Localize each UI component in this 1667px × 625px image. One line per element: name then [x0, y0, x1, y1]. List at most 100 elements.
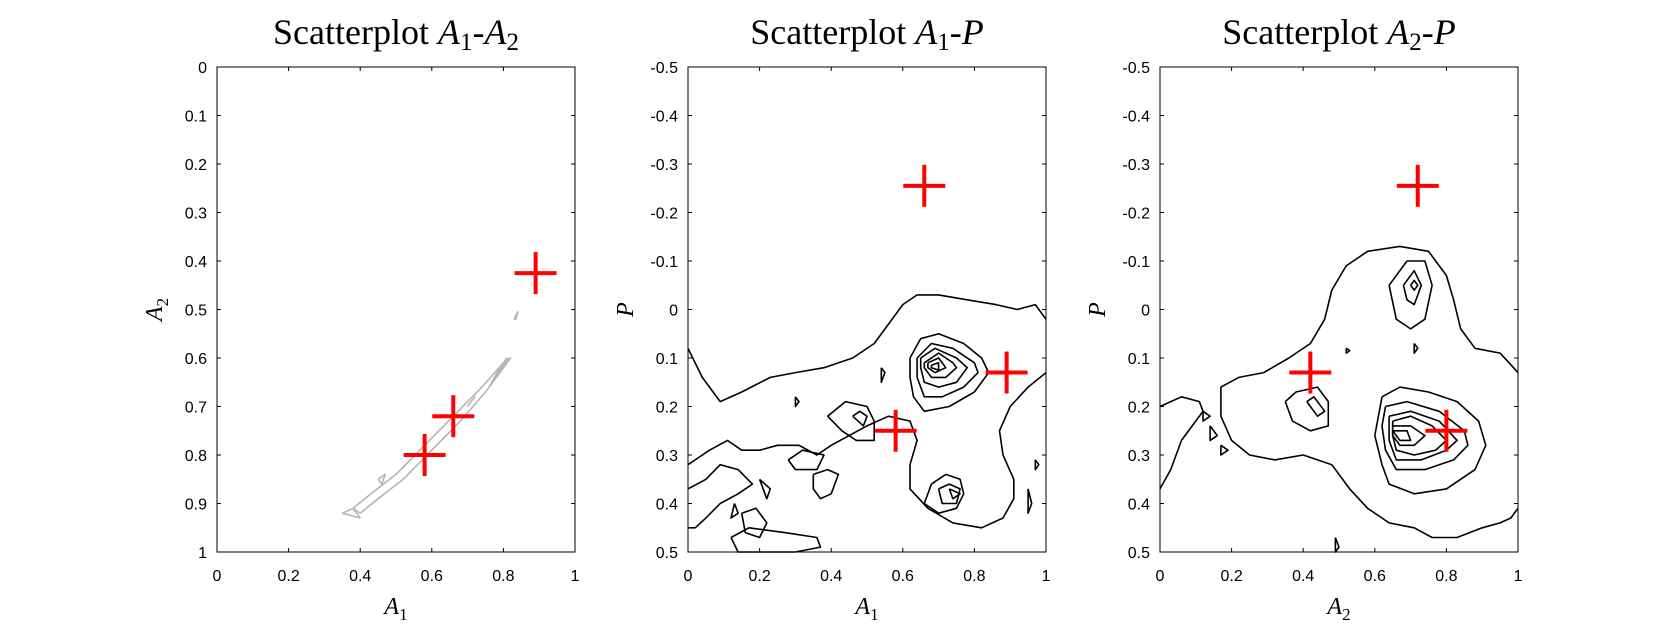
contour-group — [1159, 245, 1519, 553]
y-tick-label: -0.4 — [1122, 109, 1150, 126]
x-axis-label: A2​ — [1325, 594, 1350, 624]
y-tick-label: 0.4 — [185, 254, 207, 271]
y-tick-label: -0.5 — [650, 60, 678, 77]
x-tick-label: 1 — [1042, 568, 1051, 585]
y-tick-label: 0 — [669, 303, 678, 320]
data-marker — [874, 409, 917, 452]
contour-line — [1202, 410, 1211, 422]
contour-line — [930, 361, 940, 371]
contour-line — [1391, 415, 1448, 456]
chart-title: Scatterplot A1​-A2​ — [273, 12, 519, 56]
contour-line — [758, 478, 772, 500]
y-tick-label: 0 — [198, 60, 207, 77]
y-tick-label: -0.2 — [650, 206, 678, 223]
x-tick-label: 0.8 — [963, 568, 985, 585]
y-tick-label: 0.5 — [1128, 545, 1150, 562]
chart-title: Scatterplot A1​-P — [750, 12, 983, 56]
contour-line — [495, 361, 505, 378]
contour-line — [352, 357, 512, 514]
contour-line — [916, 342, 979, 398]
data-marker — [903, 164, 946, 207]
y-tick-label: 0.2 — [185, 157, 207, 174]
y-tick-label: 0.1 — [1128, 351, 1150, 368]
x-tick-label: 0.4 — [1292, 568, 1314, 585]
y-tick-label: 1 — [198, 545, 207, 562]
chart-title: Scatterplot A2​-P — [1222, 12, 1455, 56]
contour-line — [1409, 279, 1419, 291]
y-tick-label: 0.5 — [185, 303, 207, 320]
chart-panel-1: 00.10.20.30.40.50.60.70.80.910 0.2 0.4 0.6 0… — [142, 12, 580, 624]
plot-area — [688, 67, 1046, 552]
y-tick-label: -0.2 — [1122, 206, 1150, 223]
contour-group — [341, 311, 519, 519]
y-tick-label: 0.2 — [1128, 400, 1150, 417]
y-tick-label: 0.1 — [185, 109, 207, 126]
contour-line — [919, 347, 969, 388]
contour-line — [1220, 444, 1229, 456]
contour-line — [923, 352, 958, 379]
y-tick-label: 0.3 — [1128, 448, 1150, 465]
y-tick-label: 0.2 — [656, 400, 678, 417]
x-tick-label: 0 — [684, 568, 693, 585]
contour-line — [377, 473, 387, 485]
contour-line — [1334, 537, 1340, 553]
contour-line — [1402, 269, 1423, 306]
contour-line — [787, 449, 825, 471]
contour-line — [948, 488, 961, 500]
x-tick-label: 0.8 — [1435, 568, 1457, 585]
y-tick-label: 0.3 — [656, 448, 678, 465]
contour-line — [341, 507, 362, 519]
y-tick-label: -0.1 — [650, 254, 678, 271]
y-tick-label: -0.1 — [1122, 254, 1150, 271]
contour-line — [1345, 347, 1351, 354]
chart-panel-2: -0.5 -0.4 -0.3 -0.2 -0.1 0 0.1 0.2 0.3 0.4 0.5 0 0.2… — [613, 12, 1051, 624]
contour-line — [1159, 395, 1204, 490]
contour-line — [1392, 429, 1412, 442]
chart-panel-3: -0.5 -0.4 -0.3 -0.2 -0.1 0 0.1 0.2 0.3 0.4 0.5 0 0.2… — [1085, 12, 1523, 624]
contour-line — [880, 367, 886, 384]
contour-line — [1220, 245, 1519, 539]
contour-line — [1284, 386, 1330, 432]
contour-line — [1388, 260, 1433, 330]
x-axis-label: A1​ — [382, 594, 407, 624]
y-tick-label: 0.1 — [656, 351, 678, 368]
contour-line — [513, 311, 519, 321]
contour-line — [1027, 488, 1033, 515]
y-tick-label: 0.8 — [185, 448, 207, 465]
data-marker — [1425, 409, 1468, 452]
y-tick-label: 0 — [1141, 303, 1150, 320]
y-tick-label: 0.5 — [656, 545, 678, 562]
y-axis-label: P — [1085, 302, 1111, 318]
x-tick-label: 0 — [1156, 568, 1165, 585]
contour-line — [812, 468, 840, 500]
x-tick-label: 0.2 — [748, 568, 770, 585]
data-marker — [432, 395, 475, 438]
contour-line — [1374, 386, 1487, 495]
data-marker — [985, 351, 1028, 394]
contour-line — [827, 400, 876, 442]
x-tick-label: 0.2 — [277, 568, 299, 585]
x-tick-label: 0.8 — [492, 568, 514, 585]
data-marker — [403, 434, 446, 476]
y-tick-label: 0.3 — [185, 206, 207, 223]
y-axis-label: P — [613, 302, 639, 318]
contour-line — [1381, 400, 1469, 471]
contour-line — [1391, 425, 1426, 447]
x-tick-label: 0.2 — [1220, 568, 1242, 585]
y-tick-label: -0.3 — [650, 157, 678, 174]
x-tick-label: 1 — [571, 568, 580, 585]
y-tick-label: 0.7 — [185, 400, 207, 417]
x-tick-label: 0 — [213, 568, 222, 585]
y-tick-label: 0.6 — [185, 351, 207, 368]
x-tick-label: 0.6 — [421, 568, 443, 585]
contour-line — [1413, 343, 1419, 354]
contour-group — [687, 294, 1047, 553]
x-tick-label: 0.6 — [1364, 568, 1386, 585]
y-axis-label: A2​ — [142, 298, 172, 323]
x-tick-label: 1 — [1514, 568, 1523, 585]
contour-line — [1034, 459, 1040, 471]
contour-line — [1306, 395, 1326, 418]
contour-line — [1209, 425, 1219, 442]
x-tick-label: 0.4 — [349, 568, 371, 585]
